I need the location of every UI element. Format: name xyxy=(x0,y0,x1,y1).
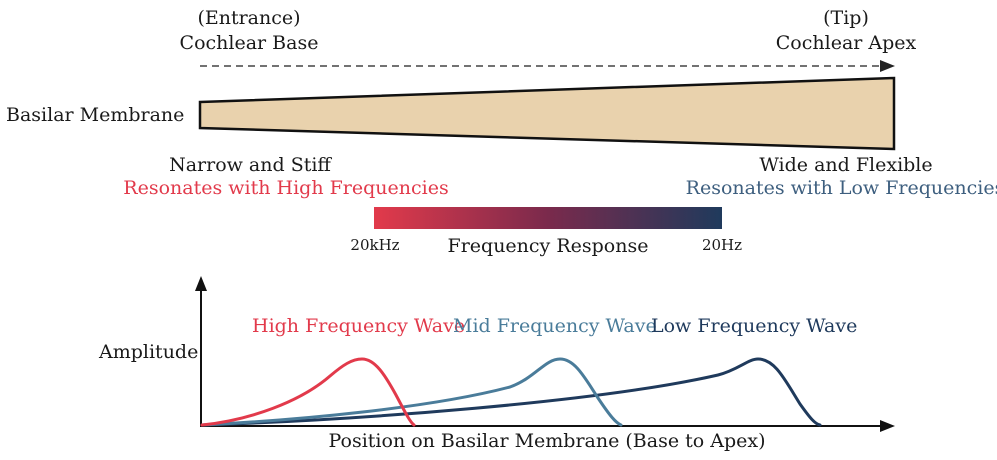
y-axis-arrowhead xyxy=(195,276,207,291)
basilar-membrane-label: Basilar Membrane xyxy=(6,104,185,126)
low-frequency-wave-curve xyxy=(200,357,822,427)
y-axis-label: Amplitude xyxy=(99,341,199,363)
freq-right-tick: 20Hz xyxy=(701,236,743,254)
base-title: Cochlear Base xyxy=(179,32,319,54)
high-frequency-wave-legend: High Frequency Wave xyxy=(252,315,466,337)
freq-bar-label: Frequency Response xyxy=(447,235,649,257)
base-to-apex-arrowhead xyxy=(880,60,895,72)
apex-sub-label: (Tip) xyxy=(823,7,869,29)
left-desc-line1: Narrow and Stiff xyxy=(169,154,331,176)
x-axis-arrowhead xyxy=(880,420,895,432)
x-axis-label: Position on Basilar Membrane (Base to Ap… xyxy=(328,430,766,452)
apex-title: Cochlear Apex xyxy=(775,32,917,54)
high-frequency-wave-curve xyxy=(200,357,416,427)
basilar-membrane-shape xyxy=(198,76,896,151)
mid-frequency-wave-legend: Mid Frequency Wave xyxy=(453,315,657,337)
right-desc-line2: Resonates with Low Frequencies xyxy=(685,177,997,199)
mid-frequency-wave-curve xyxy=(200,357,623,427)
low-frequency-wave-legend: Low Frequency Wave xyxy=(651,315,858,337)
frequency-gradient-bar xyxy=(374,207,722,229)
base-sub-label: (Entrance) xyxy=(197,7,301,29)
freq-left-tick: 20kHz xyxy=(350,236,400,254)
right-desc-line1: Wide and Flexible xyxy=(759,154,933,176)
left-desc-line2: Resonates with High Frequencies xyxy=(123,177,449,199)
